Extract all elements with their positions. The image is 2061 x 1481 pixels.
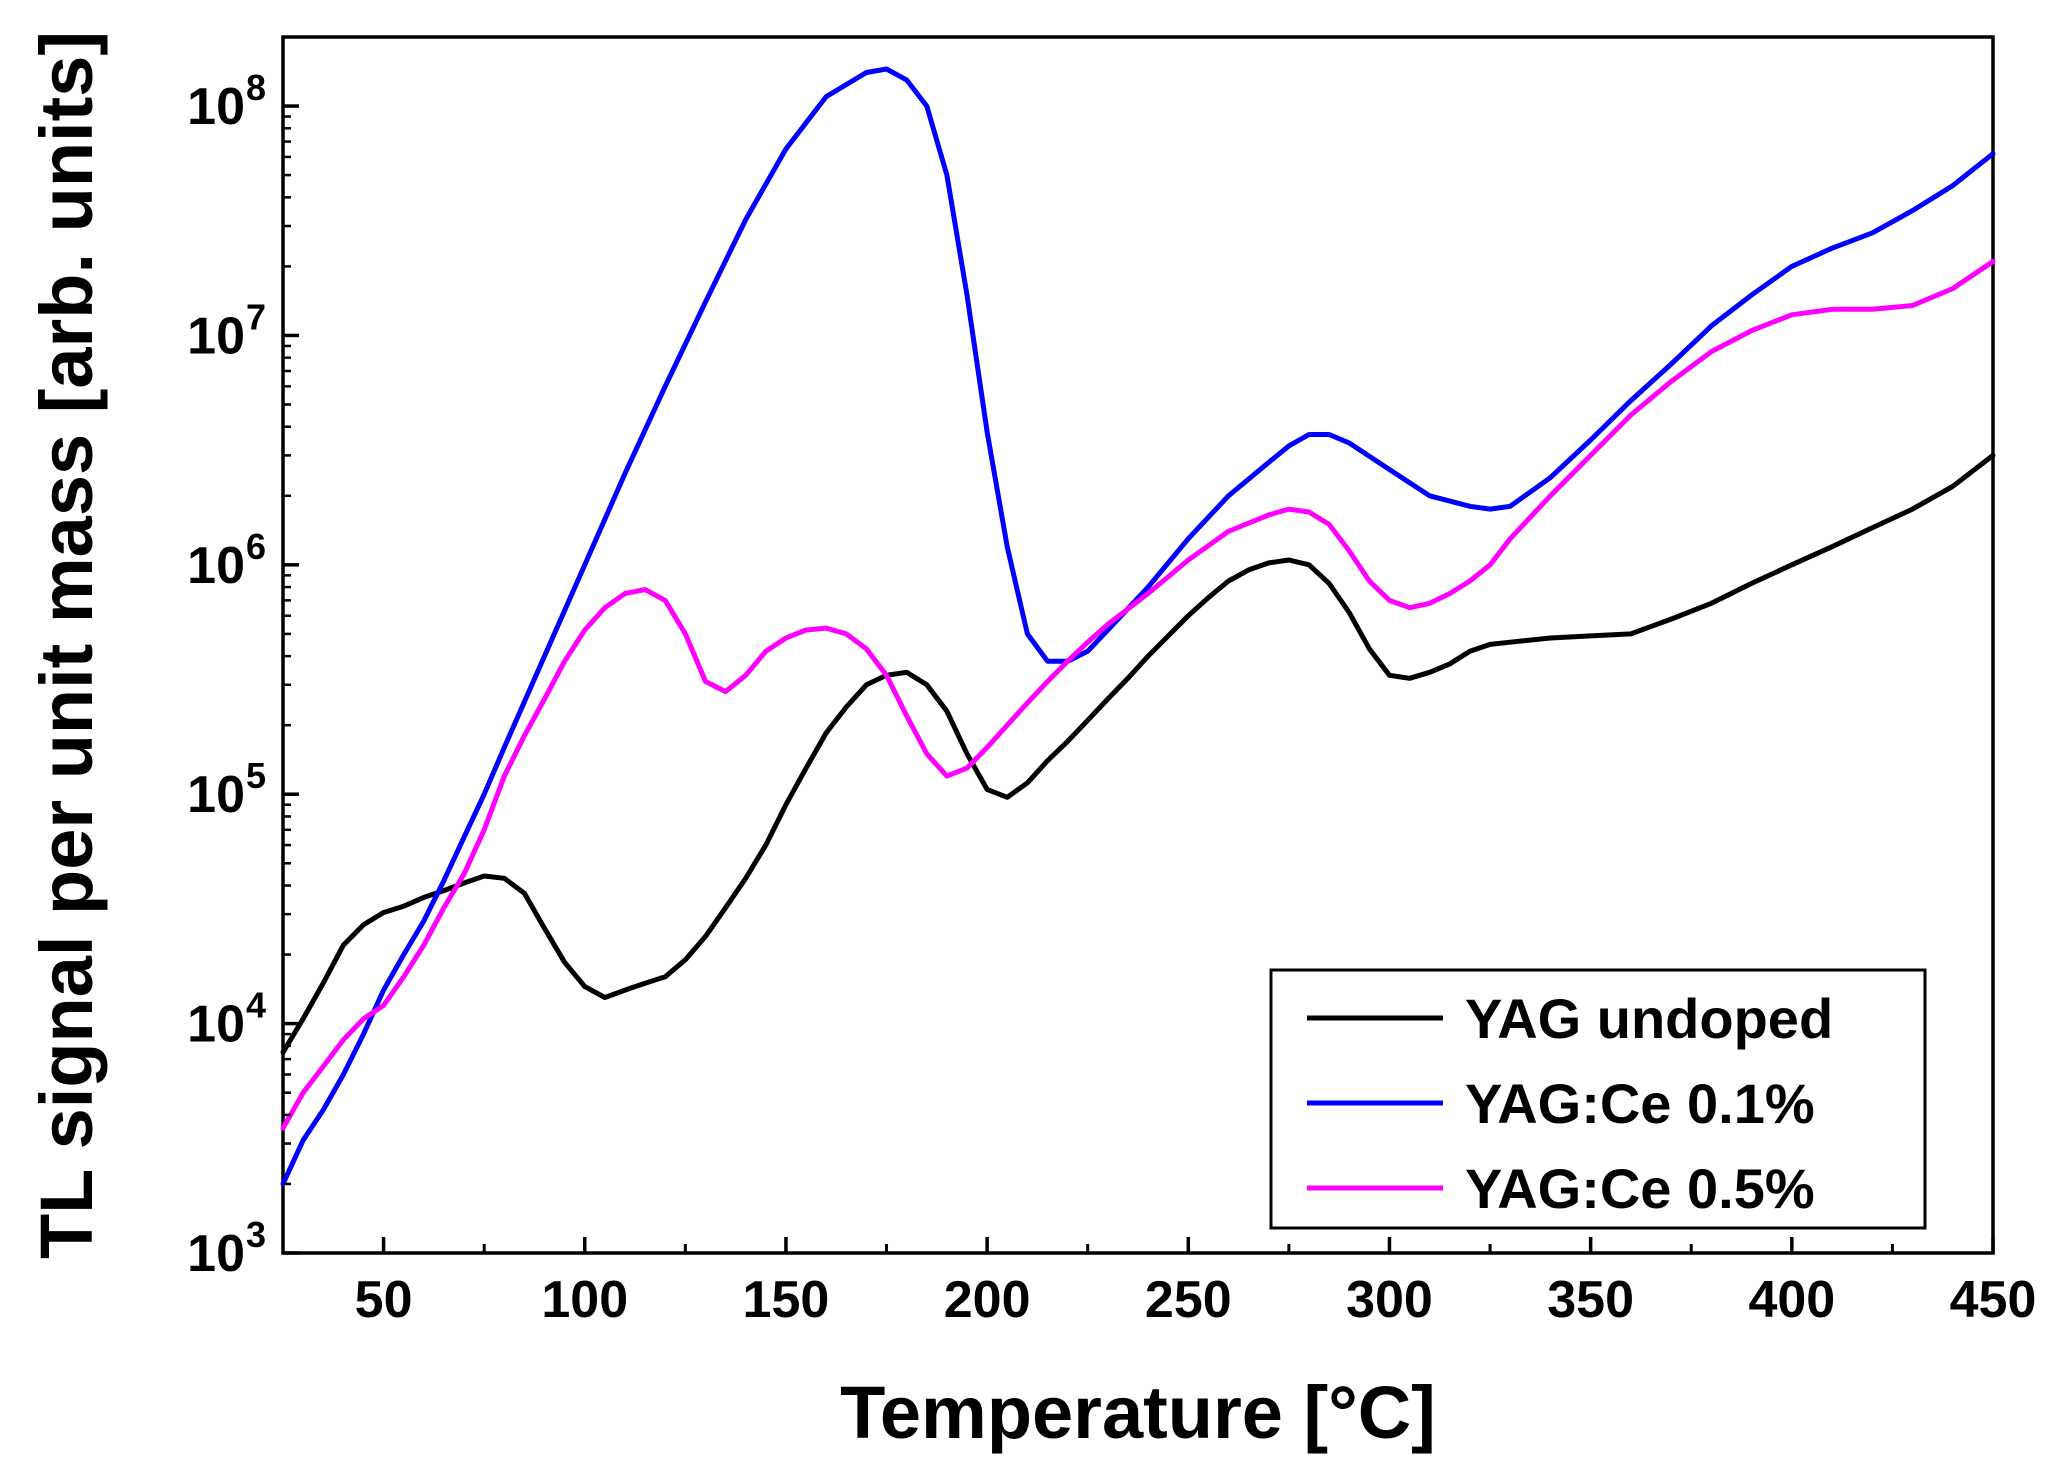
y-tick-label: 10: [187, 78, 245, 136]
x-tick-label: 250: [1145, 1271, 1232, 1329]
legend-items: YAG undoped YAG:Ce 0.1% YAG:Ce 0.5%: [1307, 987, 1833, 1220]
series-layer: [280, 66, 1996, 1187]
y-tick-exponent: 4: [246, 985, 266, 1026]
x-tick-label: 450: [1950, 1271, 2037, 1329]
y-tick-label: 10: [187, 1225, 245, 1283]
x-tick-label: 200: [944, 1271, 1031, 1329]
x-tick-label: 50: [355, 1271, 413, 1329]
x-tick-label: 400: [1748, 1271, 1835, 1329]
legend-label-1: YAG undoped: [1465, 987, 1833, 1050]
x-tick-label: 150: [743, 1271, 830, 1329]
x-axis: 50 100 150 200 250 300 350 400 450: [355, 1237, 2037, 1329]
x-axis-title: Temperature [°C]: [840, 1371, 1436, 1454]
series-line-3: [280, 259, 1996, 1131]
x-tick-label: 100: [541, 1271, 628, 1329]
y-tick-exponent: 5: [246, 755, 266, 796]
y-tick-exponent: 6: [246, 526, 266, 567]
x-tick-label: 300: [1346, 1271, 1433, 1329]
y-tick-exponent: 3: [246, 1214, 266, 1255]
legend-box: [1269, 968, 1927, 1230]
y-tick-label: 10: [187, 996, 245, 1054]
legend-label-2: YAG:Ce 0.1%: [1465, 1072, 1815, 1135]
legend-label-3: YAG:Ce 0.5%: [1465, 1157, 1815, 1220]
series-line-2: [280, 66, 1996, 1187]
y-tick-exponent: 7: [246, 296, 266, 337]
legend: YAG undoped YAG:Ce 0.1% YAG:Ce 0.5%: [1269, 968, 1927, 1230]
y-tick-exponent: 8: [246, 67, 266, 108]
series-line-1: [280, 452, 1996, 1055]
y-tick-label: 10: [187, 537, 245, 595]
x-tick-label: 350: [1547, 1271, 1634, 1329]
y-tick-label: 10: [187, 766, 245, 824]
plot-frame: [281, 35, 1995, 1255]
y-tick-label: 10: [187, 307, 245, 365]
y-axis-title: TL signal per unit mass [arb. units]: [25, 31, 108, 1259]
